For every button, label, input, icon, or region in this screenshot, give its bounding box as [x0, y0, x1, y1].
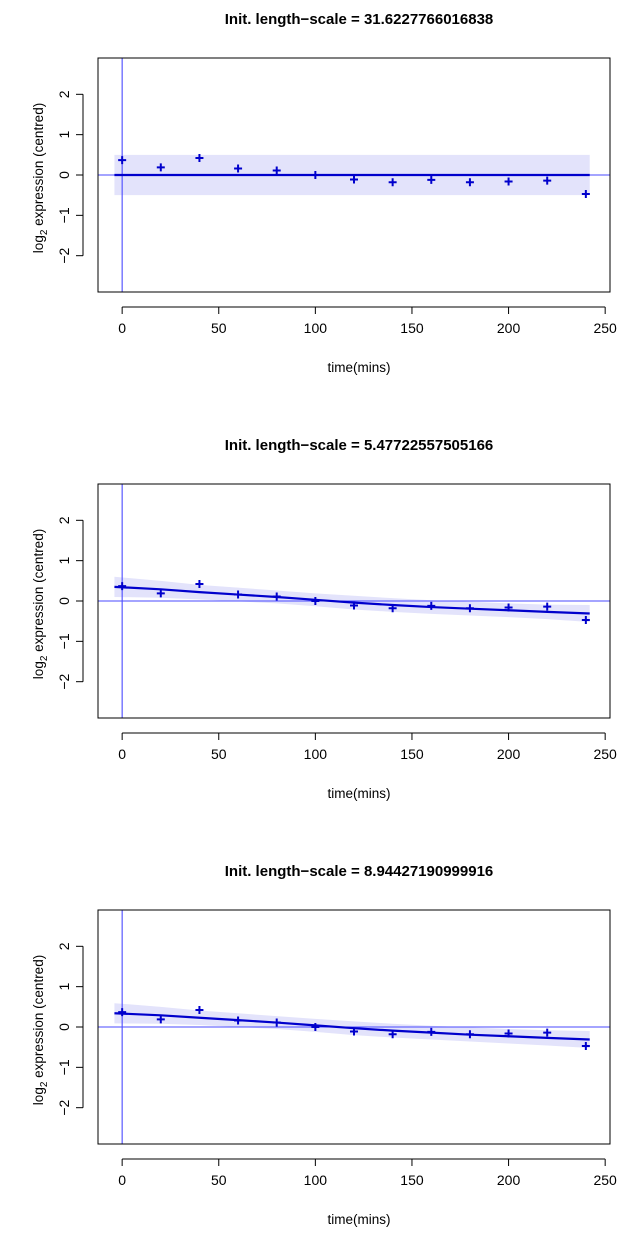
x-tick-label: 200	[497, 746, 521, 762]
data-point	[504, 603, 513, 612]
x-tick-label: 150	[400, 320, 424, 336]
x-tick-label: 250	[593, 320, 617, 336]
confidence-band	[114, 576, 590, 622]
data-point	[581, 1041, 590, 1050]
data-point	[272, 592, 281, 601]
data-point	[234, 164, 243, 173]
data-point	[272, 166, 281, 175]
x-tick-label: 0	[118, 746, 126, 762]
x-tick-label: 150	[400, 746, 424, 762]
y-axis-label: log2 expression (centred)	[31, 103, 50, 253]
data-point	[427, 601, 436, 610]
data-point	[465, 178, 474, 187]
data-point	[465, 1030, 474, 1039]
chart-panel-2: 0 50 100 150 200 250 −2 −1 0 1 2 Init. length−scale…	[31, 437, 617, 801]
data-point	[195, 154, 204, 163]
chart-panel-3: 0 50 100 150 200 250 −2 −1 0 1 2 Init. length−scale…	[31, 863, 617, 1227]
data-point	[234, 590, 243, 599]
y-tick-label: −2	[56, 247, 72, 263]
chart-title: Init. length−scale = 31.6227766016838	[225, 11, 494, 28]
data-point	[272, 1018, 281, 1027]
plot-frame	[97, 909, 611, 1145]
x-axis-label: time(mins)	[328, 786, 391, 801]
data-point	[388, 1030, 397, 1039]
x-tick-label: 50	[211, 320, 227, 336]
x-tick-label: 200	[497, 320, 521, 336]
x-tick-label: 0	[118, 320, 126, 336]
data-point	[350, 175, 358, 184]
y-tick-label: −2	[56, 673, 72, 689]
x-tick-label: 50	[211, 746, 227, 762]
x-axis-label: time(mins)	[328, 360, 391, 375]
plot-area	[98, 484, 610, 718]
x-tick-label: 0	[118, 1172, 126, 1188]
data-point	[388, 604, 397, 613]
x-tick-label: 100	[304, 320, 328, 336]
data-point	[465, 604, 474, 613]
x-tick-label: 250	[593, 1172, 617, 1188]
x-tick-label: 200	[497, 1172, 521, 1188]
y-tick-label: 2	[56, 516, 72, 524]
data-point	[195, 580, 204, 589]
plot-frame	[97, 57, 611, 293]
data-point	[195, 1006, 204, 1015]
chart-title: Init. length−scale = 8.94427190999916	[225, 863, 494, 880]
x-tick-label: 50	[211, 1172, 227, 1188]
x-tick-label: 100	[304, 1172, 328, 1188]
data-point	[311, 1023, 320, 1031]
data-point	[118, 156, 127, 165]
data-point	[427, 175, 436, 184]
y-tick-label: 0	[56, 1023, 72, 1031]
y-tick-label: 1	[56, 557, 72, 565]
y-axis-label: log2 expression (centred)	[31, 529, 50, 679]
y-tick-label: −1	[56, 207, 72, 223]
data-point	[118, 1008, 127, 1017]
x-tick-label: 100	[304, 746, 328, 762]
data-point	[504, 1029, 513, 1038]
x-tick-label: 150	[400, 1172, 424, 1188]
y-tick-label: −1	[56, 633, 72, 649]
y-tick-label: −1	[56, 1059, 72, 1075]
data-point	[156, 163, 165, 172]
data-point	[388, 178, 397, 187]
y-tick-label: 2	[56, 942, 72, 950]
data-point	[427, 1027, 436, 1036]
y-axis-label: log2 expression (centred)	[31, 955, 50, 1105]
chart-panel-1: 0 50 100 150 200 250 −2 −1 0 1 2 Init. length−scale…	[31, 11, 617, 375]
data-point	[234, 1016, 243, 1025]
y-tick-label: 2	[56, 90, 72, 98]
plot-area	[98, 910, 610, 1144]
data-point	[350, 1027, 358, 1036]
y-tick-label: 1	[56, 983, 72, 991]
y-tick-label: −2	[56, 1099, 72, 1115]
plot-area	[98, 58, 610, 292]
data-point	[581, 189, 590, 198]
data-point	[504, 177, 513, 186]
data-point	[543, 602, 552, 611]
data-point	[543, 1028, 552, 1037]
data-point	[350, 601, 358, 610]
plot-frame	[97, 483, 611, 719]
data-point	[156, 1015, 165, 1024]
y-tick-label: 0	[56, 597, 72, 605]
data-point	[581, 615, 590, 624]
data-point	[118, 582, 127, 591]
data-point	[156, 589, 165, 598]
data-point	[543, 176, 552, 185]
chart-title: Init. length−scale = 5.47722557505166	[225, 437, 494, 454]
y-tick-label: 1	[56, 131, 72, 139]
confidence-band	[114, 1003, 590, 1048]
x-axis-label: time(mins)	[328, 1212, 391, 1227]
data-point	[311, 171, 320, 179]
data-point	[311, 597, 320, 605]
x-tick-label: 250	[593, 746, 617, 762]
y-tick-label: 0	[56, 171, 72, 179]
